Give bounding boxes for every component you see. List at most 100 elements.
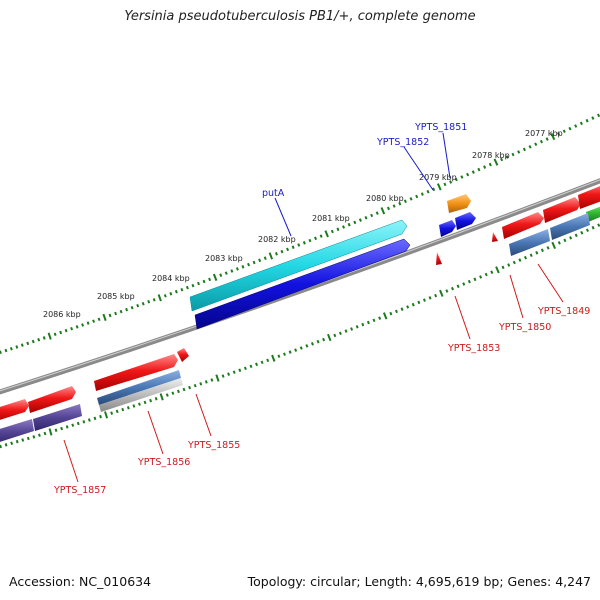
- scale-minor-tick: [280, 249, 284, 254]
- scale-minor-tick: [319, 234, 323, 238]
- scale-minor-tick: [403, 199, 407, 204]
- scale-label-2085: 2085 kbp: [97, 292, 135, 301]
- gene-YPTS_1851-blue[interactable]: [455, 212, 476, 230]
- scale-minor-tick: [546, 246, 550, 250]
- scale-label-2086: 2086 kbp: [43, 310, 81, 319]
- gene-steel-right-1[interactable]: [509, 229, 550, 256]
- scale-label-2080: 2080 kbp: [366, 194, 404, 203]
- leader-YPTS_1853: [454, 295, 471, 340]
- gene-red-left-small[interactable]: [177, 348, 189, 362]
- scale-minor-tick: [54, 428, 58, 432]
- gene-red-left-3[interactable]: [0, 399, 29, 423]
- label-YPTS_1853: YPTS_1853: [447, 343, 500, 354]
- gene-steel-left[interactable]: [97, 370, 181, 405]
- scale-major-tick: [382, 312, 388, 320]
- scale-minor-tick: [241, 265, 245, 269]
- scale-minor-tick: [65, 425, 69, 429]
- scale-minor-tick: [247, 262, 251, 267]
- scale-minor-tick: [505, 155, 509, 159]
- scale-minor-tick: [81, 323, 85, 327]
- gene-YPTS_1852[interactable]: [439, 220, 456, 237]
- scale-minor-tick: [263, 256, 267, 260]
- scale-minor-tick: [114, 311, 118, 316]
- scale-minor-tick: [188, 385, 192, 390]
- scale-minor-tick: [152, 298, 156, 302]
- scale-minor-tick: [86, 321, 90, 325]
- scale-minor-tick: [26, 436, 30, 441]
- label-YPTS_1849: YPTS_1849: [537, 306, 590, 317]
- top-scale-track: [0, 113, 600, 354]
- scale-minor-tick: [316, 339, 320, 344]
- gene-blue-long[interactable]: [194, 238, 411, 330]
- scale-major-tick: [159, 393, 164, 401]
- scale-minor-tick: [75, 325, 79, 329]
- label-YPTS_1850: YPTS_1850: [498, 322, 551, 333]
- scale-minor-tick: [426, 189, 430, 194]
- label-YPTS_1856: YPTS_1856: [137, 457, 190, 468]
- scale-minor-tick: [97, 317, 101, 322]
- gene-violet-left-2[interactable]: [0, 419, 34, 445]
- scale-minor-tick: [277, 354, 281, 358]
- gene-putA[interactable]: [189, 219, 408, 312]
- scale-minor-tick: [456, 284, 460, 289]
- gene-red-right-2[interactable]: [543, 197, 581, 223]
- scale-minor-tick: [375, 211, 379, 215]
- gene-red-right-1[interactable]: [502, 212, 544, 239]
- scale-minor-tick: [333, 333, 337, 338]
- gene-violet-left-1[interactable]: [33, 404, 82, 431]
- scale-minor-tick: [149, 398, 153, 403]
- scale-minor-tick: [4, 443, 8, 447]
- scale-minor-tick: [299, 346, 303, 350]
- scale-minor-tick: [165, 393, 169, 397]
- scale-minor-tick: [125, 307, 129, 312]
- scale-label-2081: 2081 kbp: [312, 214, 350, 223]
- scale-minor-tick: [193, 383, 197, 388]
- scale-minor-tick: [243, 366, 247, 371]
- gene-green-right[interactable]: [586, 203, 600, 222]
- scale-minor-tick: [450, 286, 455, 291]
- scale-minor-tick: [512, 260, 516, 265]
- gene-red-right-3[interactable]: [578, 182, 600, 209]
- leader-YPTS_1852: [403, 146, 434, 191]
- scale-minor-tick: [108, 313, 112, 318]
- scale-minor-tick: [308, 238, 312, 243]
- scale-minor-tick: [169, 291, 173, 296]
- scale-minor-tick: [9, 347, 13, 351]
- scale-minor-tick: [540, 248, 544, 253]
- scale-minor-tick: [210, 378, 214, 382]
- leader-putA: [274, 197, 292, 237]
- gene-red-left-1[interactable]: [94, 354, 178, 391]
- scale-minor-tick: [411, 302, 415, 307]
- scale-minor-tick: [219, 273, 223, 277]
- scale-minor-tick: [26, 341, 30, 346]
- gene-red-left-2[interactable]: [28, 386, 76, 413]
- scale-minor-tick: [322, 337, 326, 342]
- scale-major-tick: [47, 332, 52, 340]
- gene-YPTS_1853[interactable]: [436, 252, 442, 265]
- scale-minor-tick: [21, 438, 25, 442]
- scale-label-2082: 2082 kbp: [258, 235, 296, 244]
- scale-minor-tick: [185, 285, 189, 290]
- scale-minor-tick: [518, 258, 522, 262]
- scale-minor-tick: [121, 407, 125, 412]
- gene-steel-right-2[interactable]: [550, 213, 590, 240]
- scale-minor-tick: [454, 177, 458, 182]
- gene-YPTS_1850-small[interactable]: [492, 232, 498, 242]
- scale-minor-tick: [283, 352, 286, 356]
- gene-YPTS_1851-orange[interactable]: [447, 194, 471, 213]
- scale-minor-tick: [10, 441, 14, 445]
- scale-minor-tick: [528, 145, 532, 149]
- scale-minor-tick: [71, 423, 75, 427]
- scale-minor-tick: [119, 309, 123, 314]
- scale-minor-tick: [197, 281, 200, 286]
- scale-minor-tick: [294, 348, 298, 352]
- scale-minor-tick: [163, 294, 167, 298]
- scale-minor-tick: [31, 339, 35, 344]
- scale-minor-tick: [591, 116, 595, 120]
- scale-minor-tick: [0, 350, 2, 354]
- scale-minor-tick: [415, 194, 419, 199]
- scale-minor-tick: [501, 265, 505, 270]
- scale-major-tick: [327, 333, 332, 342]
- gene-silver-left[interactable]: [99, 378, 183, 412]
- scale-minor-tick: [557, 241, 561, 245]
